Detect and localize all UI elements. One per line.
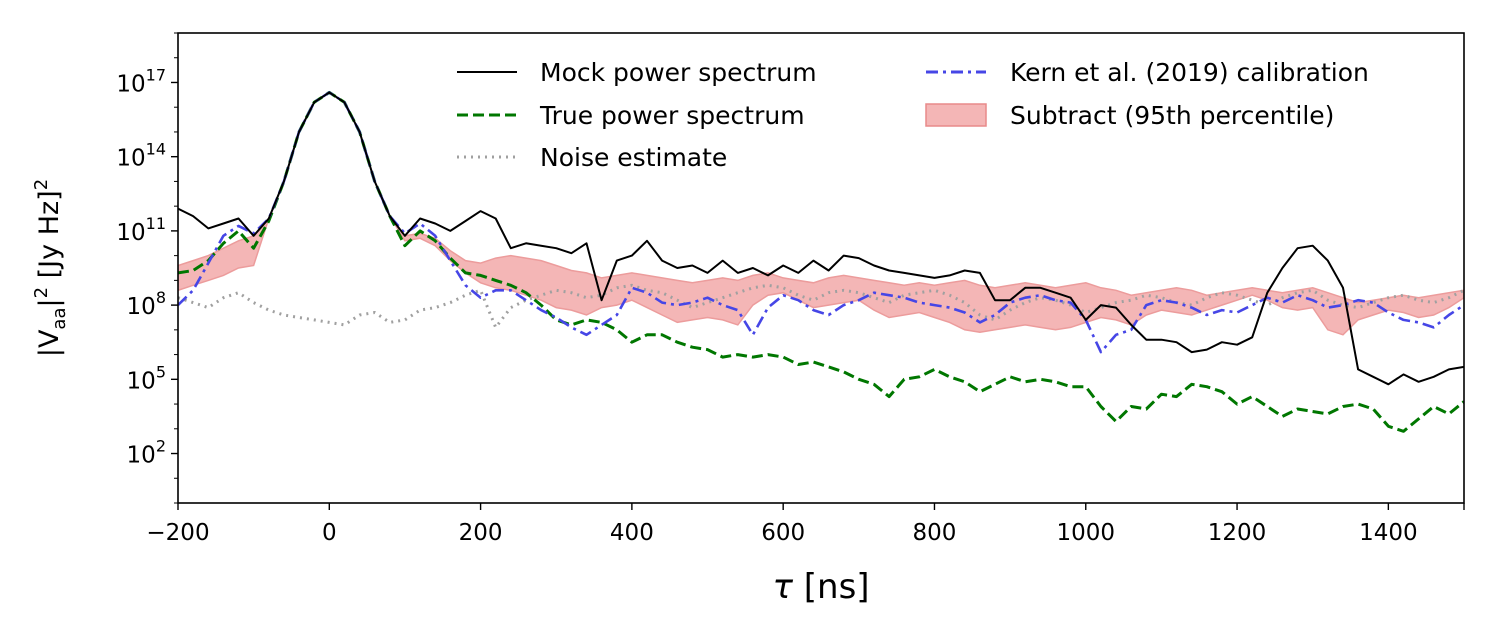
legend-label-noise: Noise estimate <box>540 143 727 172</box>
legend-swatch-band <box>925 103 987 127</box>
y-tick-label: 108 <box>127 288 166 320</box>
y-axis: 102 105 108 1011 1014 1017 <box>116 32 178 504</box>
y-tick-label: 1017 <box>116 65 166 97</box>
x-tick-label: 200 <box>459 520 503 546</box>
legend-entry-band: Subtract (95th percentile) <box>925 101 1334 130</box>
x-tick-label: 400 <box>610 520 654 546</box>
x-tick-label: 1200 <box>1208 520 1267 546</box>
x-axis: −200 0 200 400 600 800 1000 1200 1400 <box>146 503 1465 546</box>
series-true-power-spectrum <box>178 90 1464 433</box>
plot-frame <box>177 32 1465 504</box>
legend-label-kern: Kern et al. (2019) calibration <box>1010 58 1369 87</box>
series-mock-power-spectrum <box>178 91 1464 386</box>
x-tick-label: 1400 <box>1359 520 1418 546</box>
y-tick-label: 102 <box>127 437 166 469</box>
x-tick-label: 0 <box>322 520 337 546</box>
series-layer <box>178 90 1464 433</box>
x-tick-label: 800 <box>913 520 957 546</box>
x-tick-label: 600 <box>761 520 805 546</box>
legend-label-true: True power spectrum <box>539 101 805 130</box>
legend-entry-true: True power spectrum <box>457 101 805 130</box>
series-noise-estimate <box>178 283 1464 329</box>
y-axis-title: |Vaa|2 [Jy Hz]2 <box>31 179 70 357</box>
legend: Mock power spectrum True power spectrum … <box>457 58 1369 172</box>
y-tick-label: 1014 <box>116 140 166 172</box>
y-tick-label: 105 <box>127 362 166 394</box>
x-tick-label: 1000 <box>1056 520 1115 546</box>
legend-label-band: Subtract (95th percentile) <box>1010 101 1334 130</box>
legend-entry-noise: Noise estimate <box>457 143 727 172</box>
x-axis-title: τ [ns] <box>772 567 869 607</box>
legend-entry-kern: Kern et al. (2019) calibration <box>926 58 1369 87</box>
legend-label-mock: Mock power spectrum <box>540 58 817 87</box>
legend-entry-mock: Mock power spectrum <box>457 58 817 87</box>
series-kern-calibration <box>178 91 1464 354</box>
x-tick-label: −200 <box>146 520 209 546</box>
y-tick-label: 1011 <box>116 214 166 246</box>
